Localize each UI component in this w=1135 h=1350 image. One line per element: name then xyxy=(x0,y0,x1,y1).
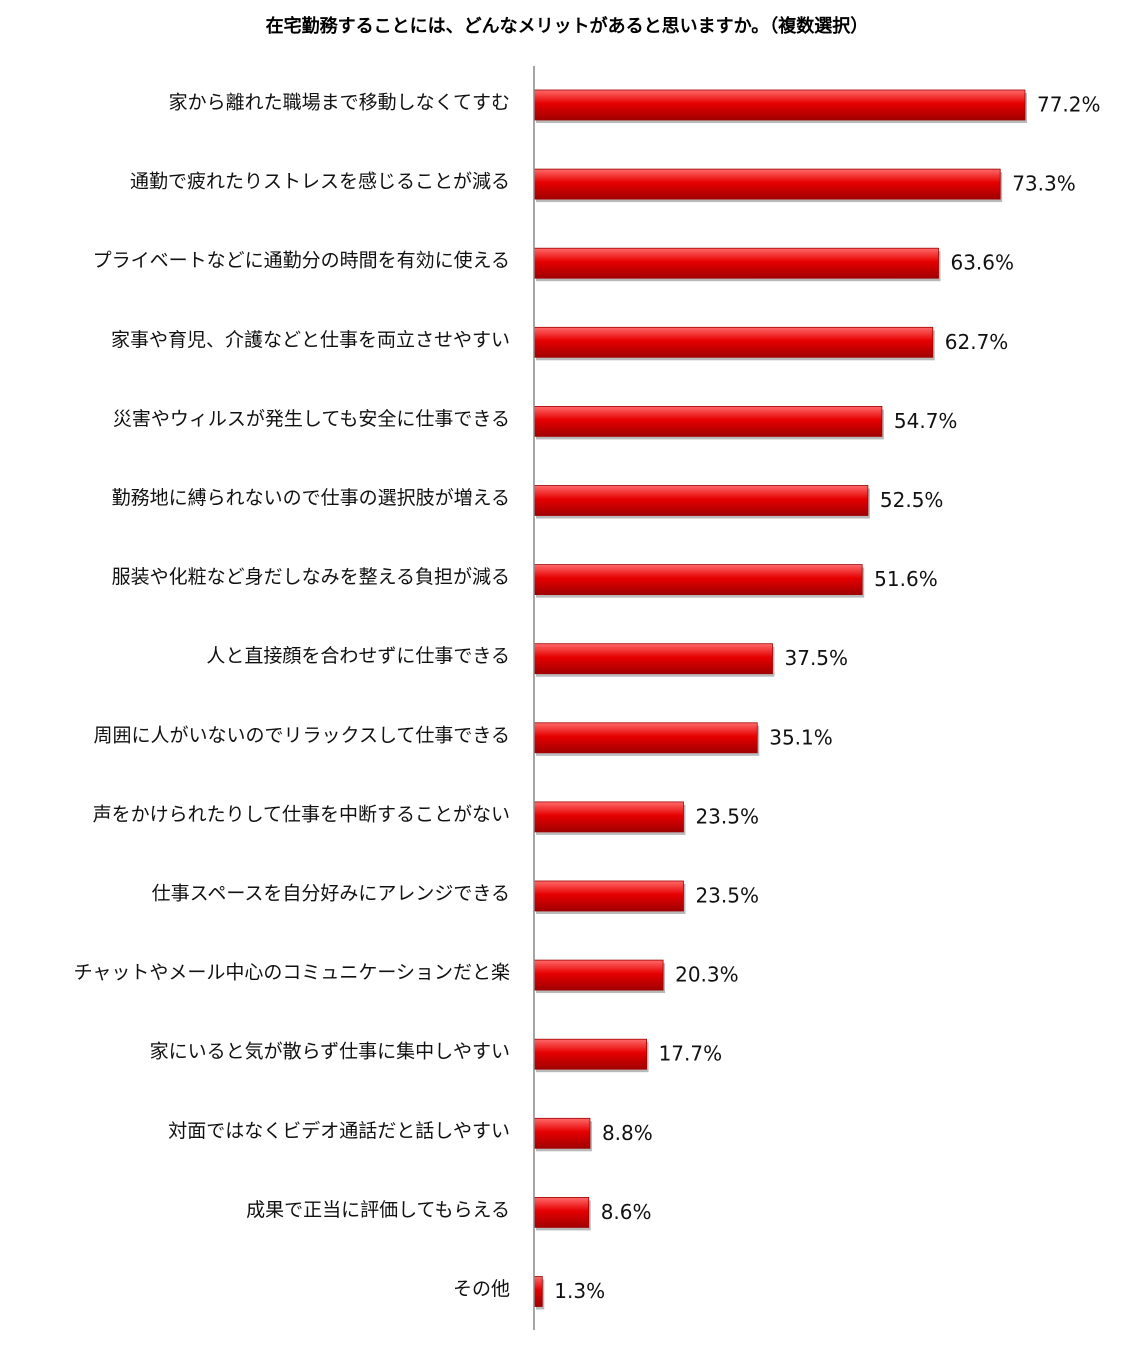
value-label: 62.7% xyxy=(945,330,1009,354)
value-label: 35.1% xyxy=(769,725,833,749)
category-label: 通勤で疲れたりストレスを感じることが減る xyxy=(130,171,510,193)
value-label: 51.6% xyxy=(874,567,938,591)
bar xyxy=(533,1276,543,1307)
bar xyxy=(533,722,758,754)
value-label: 23.5% xyxy=(695,804,759,828)
value-label: 8.6% xyxy=(601,1200,652,1224)
bar xyxy=(533,1117,591,1149)
category-label: プライベートなどに通勤分の時間を有効に使える xyxy=(93,250,510,272)
category-label: 成果で正当に評価してもらえる xyxy=(246,1199,510,1221)
value-label: 1.3% xyxy=(554,1279,605,1303)
bar xyxy=(533,405,883,437)
category-label: 勤務地に縛られないので仕事の選択肢が増える xyxy=(112,487,510,509)
bar xyxy=(533,1038,647,1070)
category-label: 服装や化粧など身だしなみを整える負担が減る xyxy=(112,566,510,588)
bar xyxy=(533,247,939,279)
bar xyxy=(533,880,684,912)
category-label: 人と直接顔を合わせずに仕事できる xyxy=(206,645,510,667)
category-label: 家にいると気が散らず仕事に集中しやすい xyxy=(150,1041,510,1063)
value-label: 77.2% xyxy=(1037,93,1101,117)
bar xyxy=(533,1197,590,1228)
chart-title: 在宅勤務することには、どんなメリットがあると思いますか。（複数選択） xyxy=(266,15,869,37)
bar xyxy=(533,168,1001,200)
bar xyxy=(533,564,863,595)
category-label: チャットやメール中心のコミュニケーションだと楽 xyxy=(74,962,510,984)
value-label: 52.5% xyxy=(880,488,944,512)
bar xyxy=(533,643,773,675)
bar xyxy=(533,959,664,991)
category-label: 対面ではなくビデオ通話だと話しやすい xyxy=(168,1120,510,1142)
bar xyxy=(533,485,869,516)
value-label: 20.3% xyxy=(675,963,739,987)
value-label: 73.3% xyxy=(1012,172,1076,196)
value-label: 54.7% xyxy=(894,409,958,433)
category-label: 家事や育児、介護などと仕事を両立させやすい xyxy=(111,329,510,351)
category-label: 家から離れた職場まで移動しなくてすむ xyxy=(169,92,510,114)
value-label: 37.5% xyxy=(785,646,849,670)
bar xyxy=(533,89,1026,121)
value-label: 63.6% xyxy=(950,251,1014,275)
value-label: 8.8% xyxy=(602,1121,653,1145)
value-label: 17.7% xyxy=(659,1042,723,1066)
category-label: 周囲に人がいないのでリラックスして仕事できる xyxy=(94,724,510,746)
category-label: 災害やウィルスが発生しても安全に仕事できる xyxy=(113,408,510,430)
bar xyxy=(533,326,934,358)
category-label: 仕事スペースを自分好みにアレンジできる xyxy=(152,883,510,905)
bars-group: 家から離れた職場まで移動しなくてすむ 77.2% 通勤で疲れたりストレスを感じること… xyxy=(74,89,1101,1310)
bar xyxy=(533,801,684,833)
category-label: その他 xyxy=(453,1278,510,1300)
category-label: 声をかけられたりして仕事を中断することがない xyxy=(93,803,510,825)
value-label: 23.5% xyxy=(695,884,759,908)
